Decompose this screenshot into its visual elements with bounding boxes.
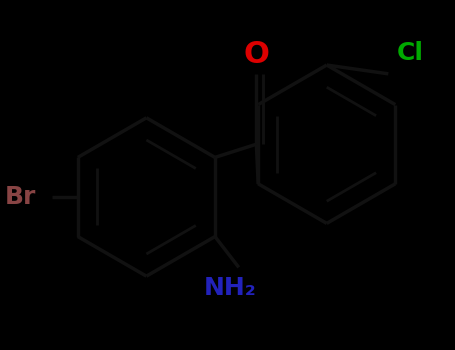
Text: Br: Br [5,185,36,209]
Text: NH₂: NH₂ [203,276,256,300]
Text: Cl: Cl [397,41,424,65]
Text: O: O [243,41,269,69]
